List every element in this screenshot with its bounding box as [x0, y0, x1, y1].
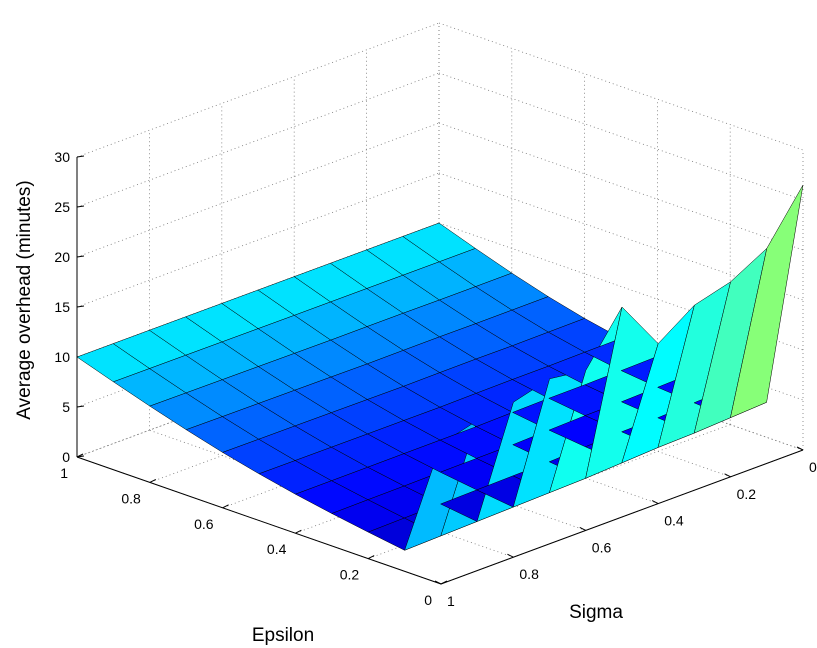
grid-wall-z — [438, 122, 804, 251]
epsilon-tick-label: 0.2 — [340, 567, 360, 583]
x-axis-label: Sigma — [569, 602, 623, 623]
sigma-tick-label: 1 — [447, 593, 455, 609]
grid-wall-z — [438, 72, 804, 201]
grid-wall-z — [438, 172, 804, 301]
z-tick-label: 20 — [54, 249, 70, 265]
grid-wall-z — [76, 22, 440, 158]
grid-wall-z — [438, 222, 804, 351]
sigma-tick-mark — [651, 500, 659, 505]
epsilon-tick-mark — [76, 453, 84, 458]
z-tick-label: 10 — [54, 349, 70, 365]
grid-wall-z — [76, 322, 440, 458]
sigma-tick-label: 0.2 — [737, 486, 757, 502]
sigma-axis-line — [440, 449, 804, 585]
y-axis-label: Epsilon — [252, 625, 314, 646]
epsilon-tick-mark — [149, 478, 157, 483]
sigma-tick-mark — [434, 580, 442, 585]
grid-wall-z — [76, 172, 440, 308]
sigma-tick-label: 0.6 — [592, 539, 612, 555]
z-tick-mark — [76, 305, 85, 308]
z-tick-label: 30 — [54, 149, 70, 165]
z-tick-mark — [76, 205, 85, 208]
epsilon-axis-line — [76, 456, 442, 585]
sigma-tick-mark — [507, 553, 514, 558]
epsilon-tick-label: 0.8 — [121, 490, 141, 506]
axes — [76, 155, 804, 585]
sigma-tick-mark — [724, 473, 731, 478]
z-tick-label: 0 — [62, 449, 70, 465]
grid-wall-z — [76, 122, 440, 258]
grid-wall-z — [438, 22, 804, 151]
epsilon-tick-mark — [222, 504, 229, 509]
z-axis-label: Average overhead (minutes) — [14, 180, 35, 419]
sigma-tick-mark — [579, 526, 587, 531]
sigma-tick-label: 0.4 — [664, 513, 684, 529]
epsilon-tick-label: 0 — [424, 592, 432, 608]
sigma-tick-mark — [796, 446, 804, 451]
z-tick-label: 25 — [54, 199, 70, 215]
z-tick-mark — [76, 255, 85, 258]
sigma-tick-label: 0.8 — [519, 566, 539, 582]
epsilon-tick-label: 0.6 — [194, 516, 214, 532]
grid-wall-z — [76, 72, 440, 208]
z-tick-mark — [76, 155, 85, 158]
epsilon-tick-mark — [295, 529, 302, 534]
z-tick-mark — [76, 405, 85, 408]
epsilon-tick-label: 1 — [60, 465, 68, 481]
epsilon-tick-mark — [367, 555, 375, 560]
z-tick-label: 5 — [62, 399, 70, 415]
surface-facet — [730, 184, 804, 418]
sigma-tick-label: 0 — [809, 459, 817, 475]
z-tick-label: 15 — [54, 299, 70, 315]
surface-mesh — [76, 184, 804, 551]
grid-floor-epsilon — [368, 424, 731, 559]
epsilon-tick-label: 0.4 — [267, 541, 287, 557]
epsilon-tick-mark — [440, 580, 448, 585]
